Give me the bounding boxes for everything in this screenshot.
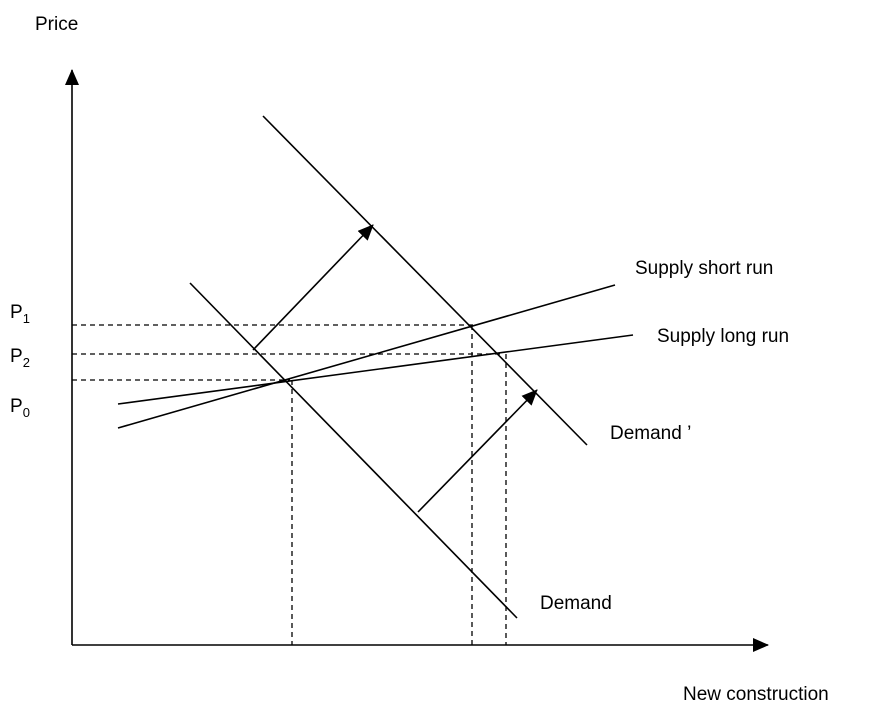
price-letter: P xyxy=(10,396,23,417)
demand-curve xyxy=(189,282,518,619)
supply-short-run-curve xyxy=(117,284,616,429)
price-label: P0 xyxy=(10,396,30,420)
price-label: P1 xyxy=(10,302,30,326)
curve-label: Supply long run xyxy=(657,326,789,347)
curve-label: Demand xyxy=(540,593,612,614)
price-subscript: 2 xyxy=(23,355,30,370)
shift-arrow xyxy=(252,224,374,351)
price-letter: P xyxy=(10,302,23,323)
x-axis-label: New construction xyxy=(683,684,829,705)
price-label: P2 xyxy=(10,346,30,370)
price-subscript: 0 xyxy=(23,405,30,420)
curve-label: Supply short run xyxy=(635,258,773,279)
price-subscript: 1 xyxy=(23,311,30,326)
price-letter: P xyxy=(10,346,23,367)
curve-label: Demand ’ xyxy=(610,423,691,444)
y-axis-label: Price xyxy=(35,14,78,35)
shift-arrow xyxy=(417,389,538,513)
demand-shifted-curve xyxy=(262,115,588,446)
supply-long-run-curve xyxy=(117,334,634,405)
